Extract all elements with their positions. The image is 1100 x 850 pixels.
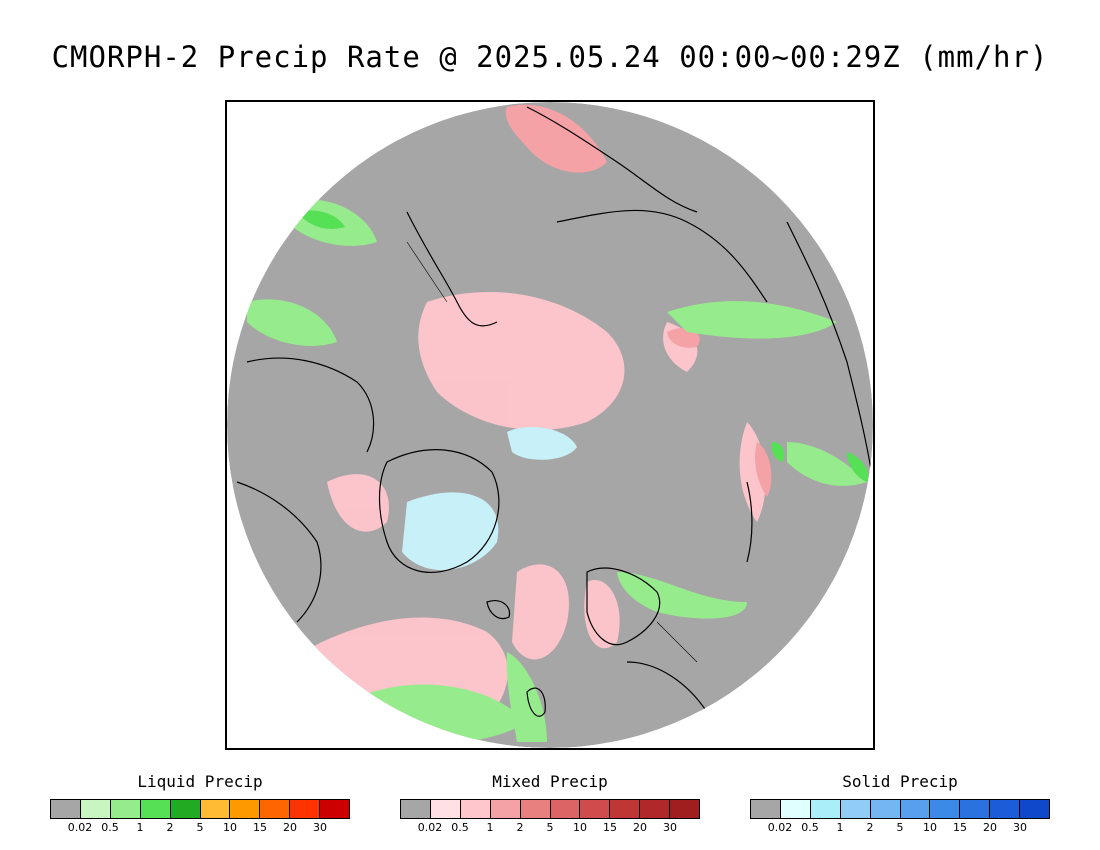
legend-tick-label: 1 [836, 821, 844, 834]
legend-swatch [490, 800, 521, 818]
legend-swatch [230, 800, 261, 818]
legend-swatch [140, 800, 171, 818]
legend-tick-label: 10 [573, 821, 587, 834]
legend-swatch [170, 800, 201, 818]
legend-title: Liquid Precip [137, 772, 263, 791]
legend-swatch [200, 800, 231, 818]
legend-title: Solid Precip [842, 772, 958, 791]
legend-swatch [51, 800, 81, 818]
coastlines [236, 106, 873, 748]
legend-swatch [260, 800, 291, 818]
legend-swatch [550, 800, 581, 818]
legend-tick-label: 30 [663, 821, 677, 834]
legend-tick-label: 0.02 [417, 821, 443, 834]
legend-tick-label: 30 [313, 821, 327, 834]
legend-solid: Solid Precip 0.02 0.5 1 2 5 10 15 20 30 [750, 772, 1050, 834]
map-frame [225, 100, 875, 750]
legend-swatch [520, 800, 551, 818]
legend-title: Mixed Precip [492, 772, 608, 791]
legend-swatch [1020, 800, 1050, 818]
borders [406, 241, 698, 663]
legend-tick-label: 10 [223, 821, 237, 834]
legend-swatch [870, 800, 901, 818]
legend-swatch [670, 800, 700, 818]
legend-tick-label: 5 [896, 821, 904, 834]
map-title: CMORPH-2 Precip Rate @ 2025.05.24 00:00~… [51, 40, 1049, 74]
tick-row: 0.02 0.5 1 2 5 10 15 20 30 [750, 819, 1050, 834]
tick-row: 0.02 0.5 1 2 5 10 15 20 30 [400, 819, 700, 834]
legend-tick-label: 30 [1013, 821, 1027, 834]
legend-tick-label: 0.5 [451, 821, 469, 834]
mixed-precip-heavy [505, 104, 772, 497]
legend-liquid: Liquid Precip 0.02 0.5 1 2 5 10 15 20 30 [50, 772, 350, 834]
legend-mixed: Mixed Precip 0.02 0.5 1 2 5 10 15 20 30 [400, 772, 700, 834]
legend-swatch [580, 800, 611, 818]
color-bar [50, 799, 350, 819]
legend-tick-label: 5 [546, 821, 554, 834]
color-bar [400, 799, 700, 819]
legend-swatch [460, 800, 491, 818]
legend-swatch [810, 800, 841, 818]
legend-tick-label: 10 [923, 821, 937, 834]
legend-swatch [960, 800, 991, 818]
legend-swatch [840, 800, 871, 818]
legend-swatch [900, 800, 931, 818]
legend-tick-label: 20 [633, 821, 647, 834]
legend-tick-label: 2 [516, 821, 524, 834]
legend-tick-label: 0.02 [767, 821, 793, 834]
legend-swatch [751, 800, 781, 818]
legend-tick-label: 0.02 [67, 821, 93, 834]
legend-swatch [401, 800, 431, 818]
legend-tick-label: 1 [136, 821, 144, 834]
legend-tick-label: 15 [953, 821, 967, 834]
legend-swatch [320, 800, 350, 818]
legend-swatch [430, 800, 461, 818]
legend-tick-label: 1 [486, 821, 494, 834]
legend-tick-label: 0.5 [101, 821, 119, 834]
legend-tick-label: 20 [283, 821, 297, 834]
legend-tick-label: 2 [166, 821, 174, 834]
legend-swatch [610, 800, 641, 818]
tick-row: 0.02 0.5 1 2 5 10 15 20 30 [50, 819, 350, 834]
mixed-precip-regions [283, 292, 766, 748]
legend-tick-label: 20 [983, 821, 997, 834]
legend-tick-label: 0.5 [801, 821, 819, 834]
legend-tick-label: 15 [603, 821, 617, 834]
legend-swatch [80, 800, 111, 818]
legend-swatch [290, 800, 321, 818]
legend-tick-label: 15 [253, 821, 267, 834]
liquid-precip-moderate [297, 210, 869, 482]
liquid-precip-regions [247, 199, 867, 746]
color-bar [750, 799, 1050, 819]
legend-swatch [990, 800, 1021, 818]
legend-swatch [930, 800, 961, 818]
legend-swatch [640, 800, 671, 818]
solid-precip-regions [402, 427, 577, 571]
legend-swatch [780, 800, 811, 818]
legend-swatch [110, 800, 141, 818]
polar-precip-map [227, 102, 873, 748]
legend-tick-label: 2 [866, 821, 874, 834]
legend-tick-label: 5 [196, 821, 204, 834]
